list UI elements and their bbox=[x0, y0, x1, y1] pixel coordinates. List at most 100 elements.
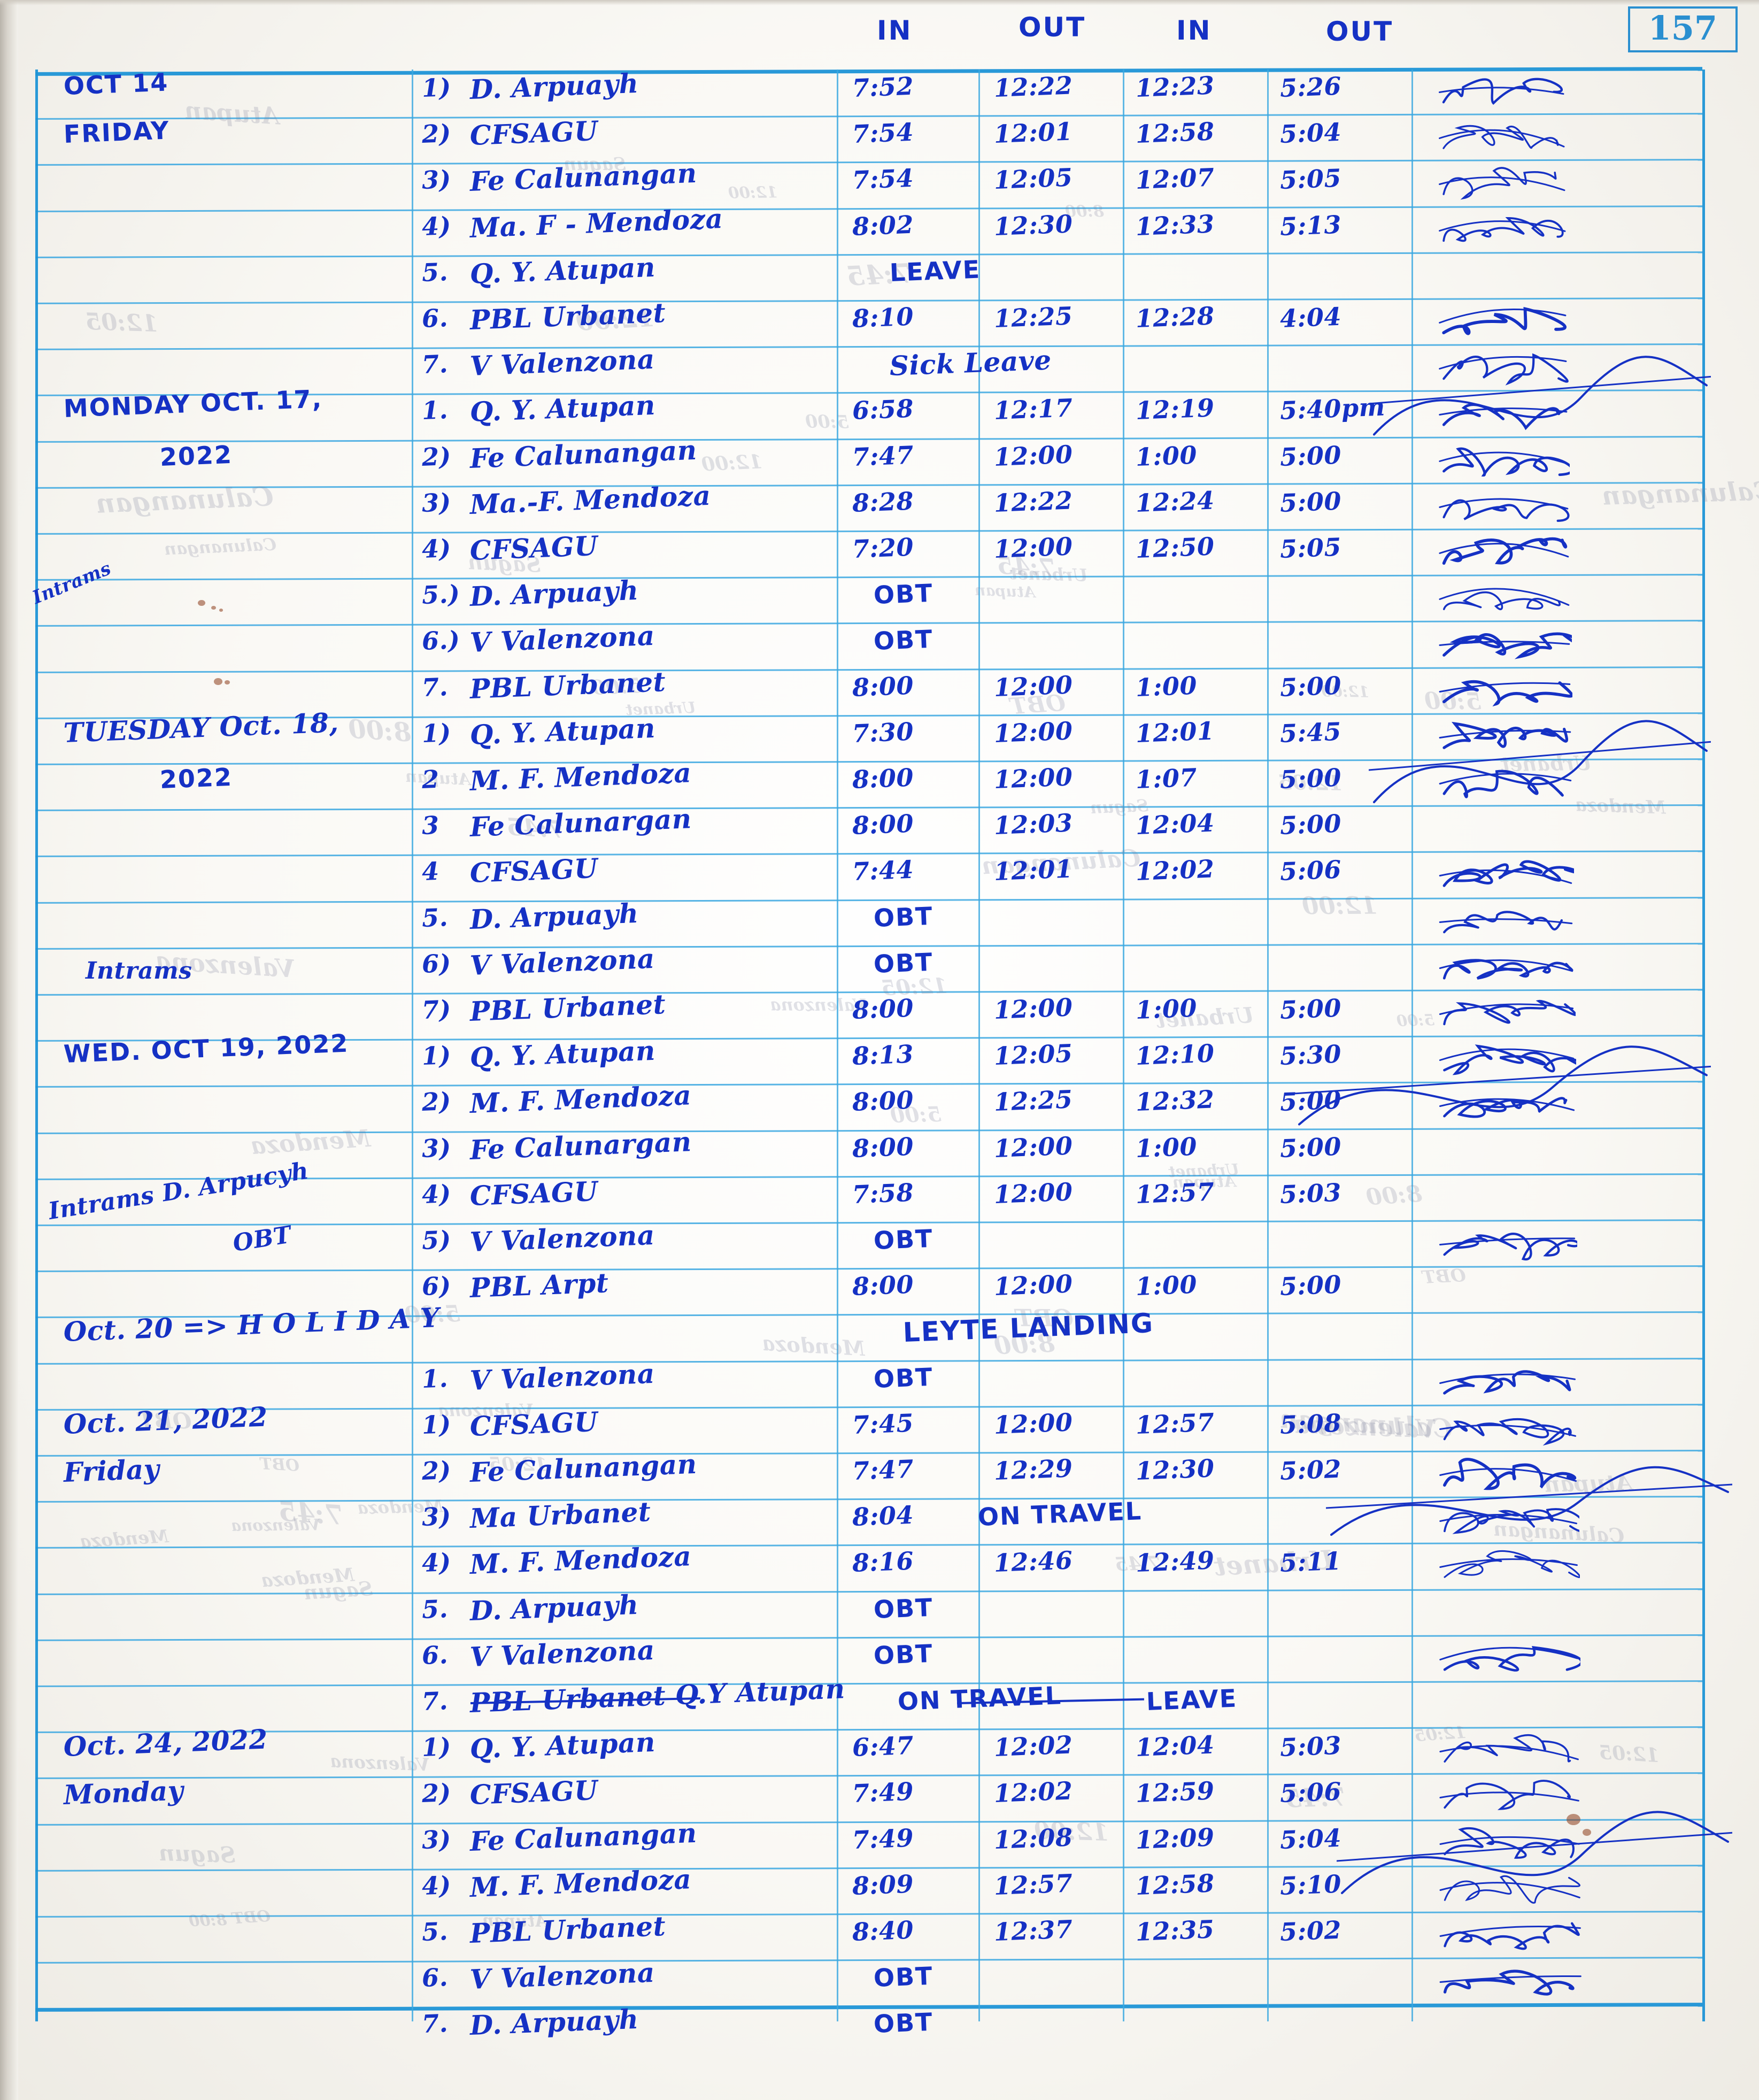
time-out-2: 5:04 bbox=[1279, 1823, 1342, 1854]
logbook-page: 157 IN OUT IN OUT Mendoza Atupan 12:00 Vale… bbox=[0, 0, 1759, 2100]
ghost-text: Sagun bbox=[303, 1577, 374, 1604]
rule-line bbox=[35, 666, 1702, 673]
status-label: OBT bbox=[873, 579, 934, 610]
entry-number: 6.) bbox=[421, 626, 460, 656]
ghost-text: 12:00 bbox=[701, 450, 763, 475]
time-in-1: 8:02 bbox=[852, 210, 914, 241]
employee-name: V Valenzona bbox=[469, 620, 655, 658]
employee-name: Q. Y. Atupan bbox=[469, 251, 656, 290]
date-label-oct-14: OCT 14 bbox=[63, 68, 169, 101]
time-in-1: 8:13 bbox=[852, 1040, 914, 1071]
ink-smudge bbox=[211, 606, 216, 610]
time-in-2: 12:01 bbox=[1135, 716, 1215, 748]
time-out-2: 5:00 bbox=[1279, 1270, 1342, 1301]
time-in-2: 12:07 bbox=[1135, 163, 1215, 195]
time-out-2: 4:04 bbox=[1279, 302, 1342, 333]
time-out-2: 5:04 bbox=[1279, 118, 1342, 149]
entry-number: 2) bbox=[421, 1456, 452, 1486]
rule-line bbox=[35, 574, 1702, 581]
rule-line bbox=[35, 620, 1702, 627]
status-label-secondary: LEAVE bbox=[1146, 1684, 1238, 1716]
date-label-oct-21: Oct. 21, 2022 bbox=[63, 1401, 268, 1440]
time-out-2: 5:13 bbox=[1279, 210, 1342, 241]
time-out-2: 5:05 bbox=[1279, 164, 1342, 195]
column-header-in-2: IN bbox=[1176, 15, 1212, 46]
time-out-2: 5:00 bbox=[1279, 1132, 1342, 1163]
entry-number: 7. bbox=[421, 672, 449, 702]
ink-smudge bbox=[1567, 1814, 1580, 1825]
employee-name: CFSAGU bbox=[469, 530, 599, 566]
rule-line bbox=[35, 1404, 1702, 1411]
page-number: 157 bbox=[1628, 6, 1738, 52]
time-in-2: 12:10 bbox=[1135, 1039, 1215, 1071]
rule-line bbox=[35, 897, 1702, 904]
time-in-2: 12:24 bbox=[1135, 486, 1215, 518]
date-label-oct-14: FRIDAY bbox=[63, 116, 171, 149]
signature-flourish-0 bbox=[1369, 342, 1711, 465]
ghost-text: OBT bbox=[259, 1455, 300, 1475]
time-in-2: 12:57 bbox=[1135, 1407, 1215, 1440]
ghost-text: Atupan bbox=[1544, 1470, 1632, 1497]
time-out-2: 5:26 bbox=[1279, 72, 1342, 103]
time-in-1: 7:58 bbox=[852, 1178, 914, 1209]
time-in-2: 12:02 bbox=[1135, 855, 1215, 887]
time-in-1: 7:47 bbox=[852, 440, 914, 471]
time-out-1: 12:30 bbox=[993, 209, 1073, 241]
margin-note-2: Intrams D. Arpucyh bbox=[47, 1157, 311, 1225]
time-out-1: 12:17 bbox=[993, 394, 1073, 426]
time-in-1: 8:00 bbox=[852, 671, 914, 702]
time-in-2: 12:49 bbox=[1135, 1546, 1215, 1578]
entry-number: 4) bbox=[421, 1179, 452, 1209]
time-in-2: 12:23 bbox=[1135, 71, 1215, 103]
time-in-1: 8:10 bbox=[852, 302, 914, 333]
entry-number: 3 bbox=[421, 811, 440, 840]
status-label: OBT bbox=[873, 1961, 934, 1993]
time-in-1: 7:49 bbox=[852, 1823, 914, 1854]
time-in-1: 6:58 bbox=[852, 394, 914, 425]
rule-line bbox=[35, 2003, 1702, 2012]
ghost-text: 8:00 bbox=[1365, 1180, 1423, 1211]
time-out-1: 12:46 bbox=[993, 1546, 1073, 1578]
ghost-text: 8:00 bbox=[189, 1911, 227, 1930]
entry-number: 2) bbox=[421, 1087, 452, 1117]
entry-number: 5. bbox=[421, 257, 449, 287]
entry-number: 3) bbox=[421, 1133, 452, 1163]
time-in-2: 12:04 bbox=[1135, 809, 1215, 841]
time-in-1: 7:54 bbox=[852, 118, 914, 149]
margin-note-0: Intrams bbox=[29, 558, 114, 609]
employee-name: Q. Y. Atupan bbox=[469, 712, 656, 751]
ghost-text: OBT bbox=[1422, 1265, 1466, 1288]
margin-note-3: OBT bbox=[231, 1221, 293, 1257]
entry-number: 1) bbox=[421, 1041, 452, 1071]
time-out-1: 12:00 bbox=[993, 1177, 1073, 1209]
employee-name: PBL Urbanet bbox=[469, 1910, 666, 1949]
employee-name: D. Arpuayh bbox=[469, 67, 639, 105]
time-out-1: 12:22 bbox=[993, 486, 1073, 518]
rule-line bbox=[35, 205, 1702, 212]
entry-number: 5. bbox=[421, 1917, 449, 1947]
time-in-1: 8:00 bbox=[852, 994, 914, 1025]
ghost-text: Calunangan bbox=[95, 481, 274, 519]
time-out-1: 12:29 bbox=[993, 1453, 1073, 1486]
time-out-1: 12:00 bbox=[993, 1407, 1073, 1440]
time-in-1: 7:45 bbox=[852, 1408, 914, 1439]
date-label-oct-21: Friday bbox=[63, 1453, 160, 1488]
entry-number: 1) bbox=[421, 718, 452, 748]
time-out-1: 12:02 bbox=[993, 1776, 1073, 1809]
time-out-1: 12:00 bbox=[993, 1270, 1073, 1302]
entry-number: 1) bbox=[421, 1732, 452, 1762]
time-out-2: 5:06 bbox=[1279, 1777, 1342, 1808]
entry-number: 7. bbox=[421, 1686, 449, 1716]
rule-line bbox=[35, 482, 1702, 489]
employee-name: PBL Urbanet bbox=[469, 988, 666, 1027]
signature-flourish-2 bbox=[1294, 1032, 1711, 1155]
rule-line bbox=[35, 1819, 1702, 1826]
entry-number: 6. bbox=[421, 1640, 449, 1670]
rule-line bbox=[35, 1358, 1702, 1365]
entry-number: 6. bbox=[421, 1963, 449, 1993]
time-out-1: 12:00 bbox=[993, 716, 1073, 748]
rule-line bbox=[35, 1957, 1702, 1964]
time-out-2: 5:02 bbox=[1279, 1916, 1342, 1947]
time-in-2: 12:59 bbox=[1135, 1776, 1215, 1809]
signature-flourish-3 bbox=[1326, 1455, 1732, 1561]
